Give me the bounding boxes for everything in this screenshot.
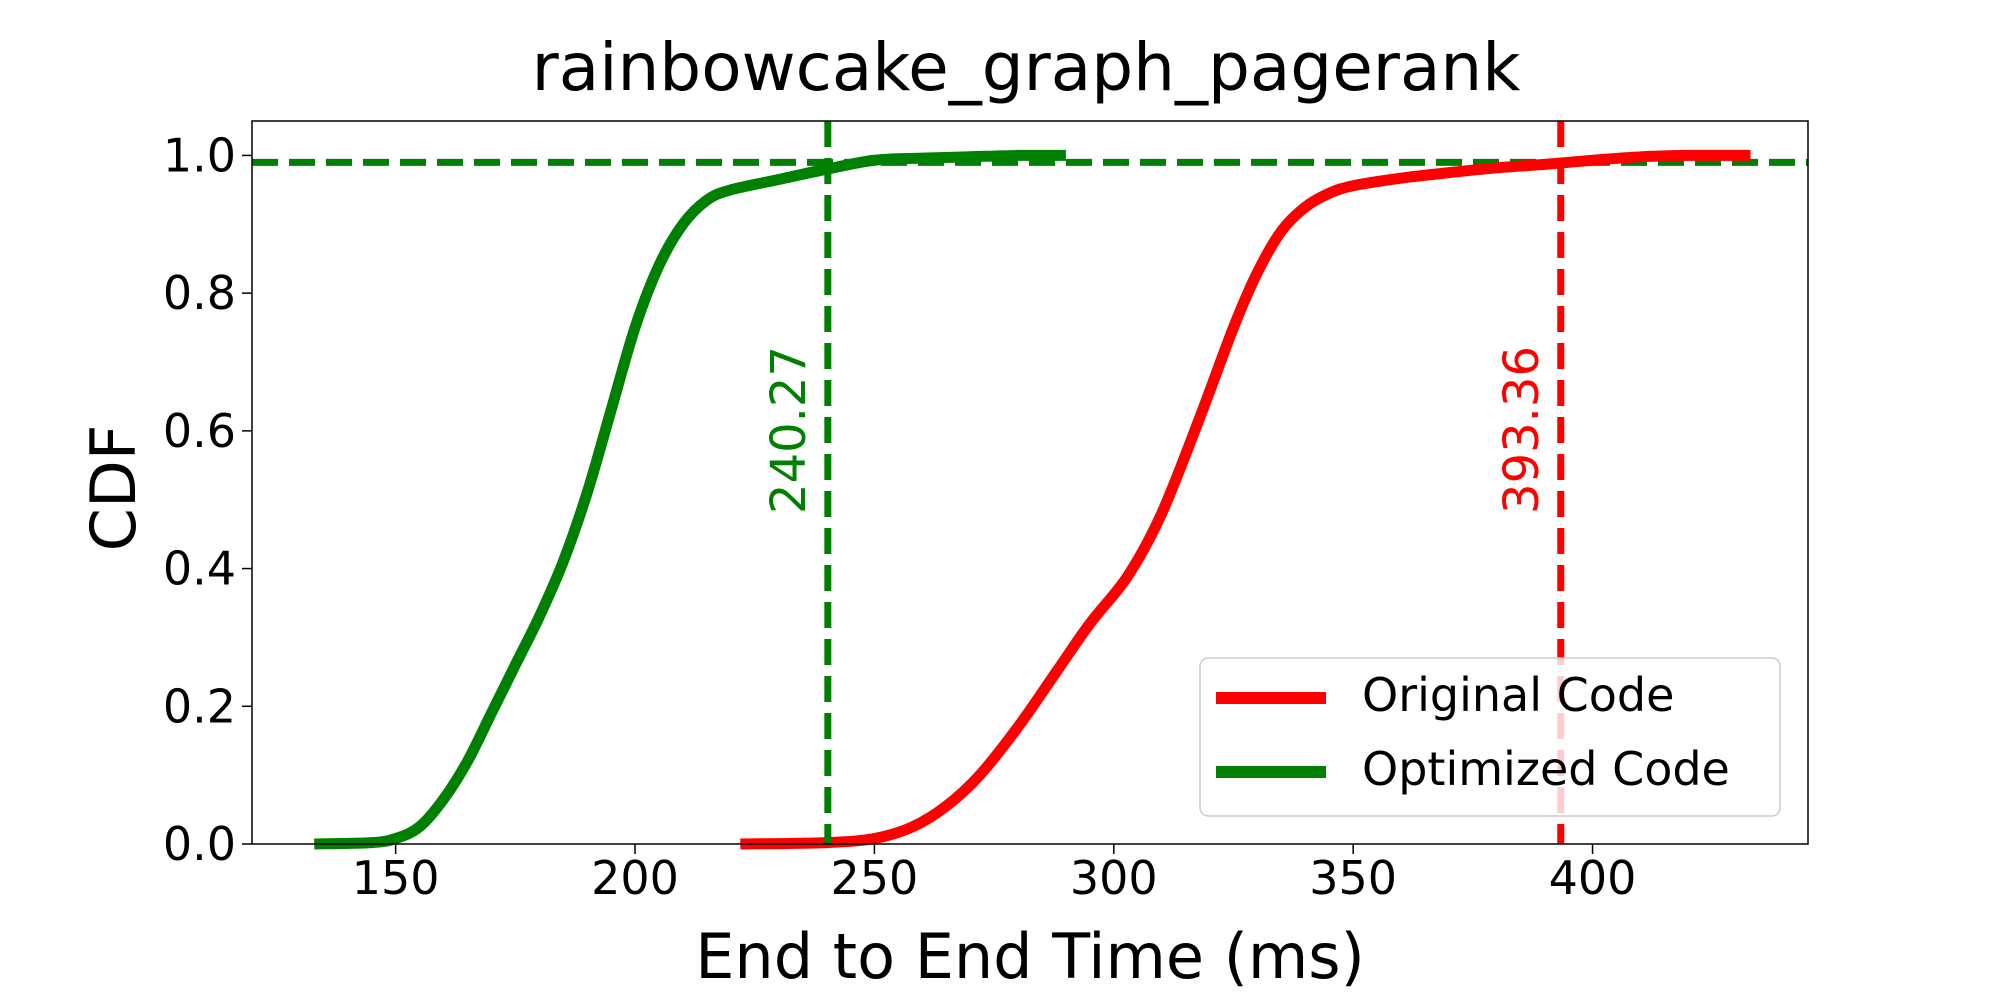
chart-title: rainbowcake_graph_pagerank — [532, 29, 1522, 106]
x-tick-label: 300 — [1070, 851, 1158, 905]
vline-label-optimized-code: 240.27 — [761, 346, 817, 514]
y-tick-label: 1.0 — [163, 128, 236, 182]
reference-vline-layer: 393.36 240.27 — [761, 121, 1565, 844]
series-layer — [314, 149, 1751, 850]
y-tick-label: 0.2 — [163, 679, 236, 733]
legend: Original Code Optimized Code — [1199, 657, 1781, 817]
legend-label-optimized: Optimized Code — [1362, 742, 1730, 796]
y-tick-label: 0.4 — [163, 542, 236, 596]
x-tick-label: 150 — [352, 851, 440, 905]
legend-frame — [1199, 657, 1781, 817]
y-axis-ticks: 0.0 0.2 0.4 0.6 0.8 1.0 — [163, 128, 252, 871]
series-line-optimized-code — [314, 149, 1066, 850]
x-tick-label: 250 — [830, 851, 918, 905]
x-axis-ticks: 150 200 250 300 350 400 — [352, 844, 1637, 905]
series-line-original-code — [740, 149, 1751, 850]
y-tick-label: 0.6 — [163, 404, 236, 458]
x-tick-label: 400 — [1549, 851, 1637, 905]
y-tick-label: 0.0 — [163, 817, 236, 871]
y-tick-label: 0.8 — [163, 266, 236, 320]
x-tick-label: 200 — [591, 851, 679, 905]
vline-label-original-code: 393.36 — [1494, 346, 1550, 514]
plot-frame — [251, 120, 1809, 845]
x-tick-label: 350 — [1309, 851, 1397, 905]
legend-label-original: Original Code — [1362, 668, 1674, 722]
y-axis-label: CDF — [77, 425, 150, 552]
x-axis-label: End to End Time (ms) — [695, 920, 1365, 993]
